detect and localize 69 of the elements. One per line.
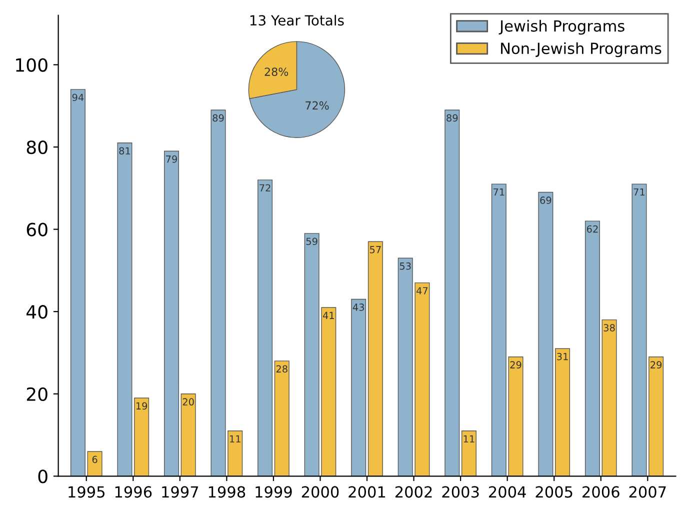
x-tick-label: 2005 — [536, 486, 572, 498]
data-label: 6 — [92, 456, 98, 464]
data-label: 20 — [182, 398, 194, 406]
y-tick-label: 40 — [26, 305, 48, 319]
data-label: 11 — [230, 435, 240, 442]
y-tick-label: 80 — [26, 140, 48, 154]
legend-label: Non-Jewish Programs — [501, 42, 662, 58]
bar — [538, 192, 554, 476]
bar — [70, 89, 86, 476]
data-label: 41 — [322, 312, 334, 319]
data-label: 79 — [166, 155, 177, 163]
x-tick-label: 2004 — [489, 486, 526, 498]
x-tick-label: 2002 — [395, 486, 432, 498]
x-tick-label: 1999 — [256, 486, 292, 498]
data-label: 38 — [604, 324, 615, 332]
data-label: 53 — [400, 262, 411, 270]
data-label: 69 — [540, 196, 552, 204]
bar — [164, 150, 180, 476]
data-label: 62 — [586, 225, 598, 233]
bar — [584, 220, 600, 476]
legend-label: Jewish Programs — [498, 20, 624, 35]
data-label: 28 — [276, 365, 288, 373]
data-label: 29 — [650, 361, 662, 368]
data-label: 72% — [306, 101, 329, 110]
pie-slice — [249, 41, 346, 138]
data-label: 71 — [634, 188, 645, 196]
bar — [555, 348, 570, 476]
y-tick-label: 20 — [26, 387, 48, 401]
chart-title: 13 Year Totals — [250, 14, 344, 26]
data-label: 29 — [510, 361, 522, 368]
data-label: 47 — [416, 287, 428, 294]
data-label: 57 — [370, 246, 381, 254]
y-tick-label: 100 — [16, 58, 48, 72]
data-label: 81 — [119, 147, 130, 155]
x-tick-label: 2003 — [442, 486, 479, 498]
data-label: 89 — [212, 114, 224, 122]
bar — [648, 356, 664, 476]
data-label: 94 — [72, 94, 84, 102]
bar — [134, 398, 150, 476]
data-label: 59 — [306, 238, 318, 246]
x-tick-label: 1998 — [208, 486, 246, 498]
x-tick-label: 2001 — [348, 486, 386, 498]
bar — [258, 180, 273, 476]
data-label: 72 — [260, 184, 270, 192]
x-tick-label: 2000 — [302, 486, 339, 498]
bar — [632, 184, 647, 476]
bar — [461, 430, 476, 476]
y-tick-label: 0 — [38, 470, 48, 484]
data-label: 71 — [494, 188, 504, 196]
data-label: 43 — [352, 304, 364, 311]
bar — [351, 298, 366, 476]
data-label: 31 — [557, 352, 568, 360]
bar — [87, 451, 102, 476]
y-tick-label: 60 — [26, 222, 48, 236]
x-tick-label: 2007 — [629, 486, 666, 498]
x-tick-label: 1997 — [162, 486, 198, 498]
bar — [180, 394, 196, 476]
data-label: 19 — [136, 402, 148, 410]
data-label: 28% — [264, 68, 288, 76]
x-tick-label: 2006 — [582, 486, 620, 498]
x-tick-label: 1995 — [68, 486, 104, 498]
x-tick-label: 1996 — [115, 486, 152, 498]
bar — [602, 319, 617, 476]
data-label: 89 — [446, 114, 458, 122]
bar — [368, 241, 383, 476]
bar — [274, 360, 290, 476]
bar — [117, 142, 132, 476]
data-label: 11 — [464, 435, 474, 442]
bar — [444, 110, 460, 476]
